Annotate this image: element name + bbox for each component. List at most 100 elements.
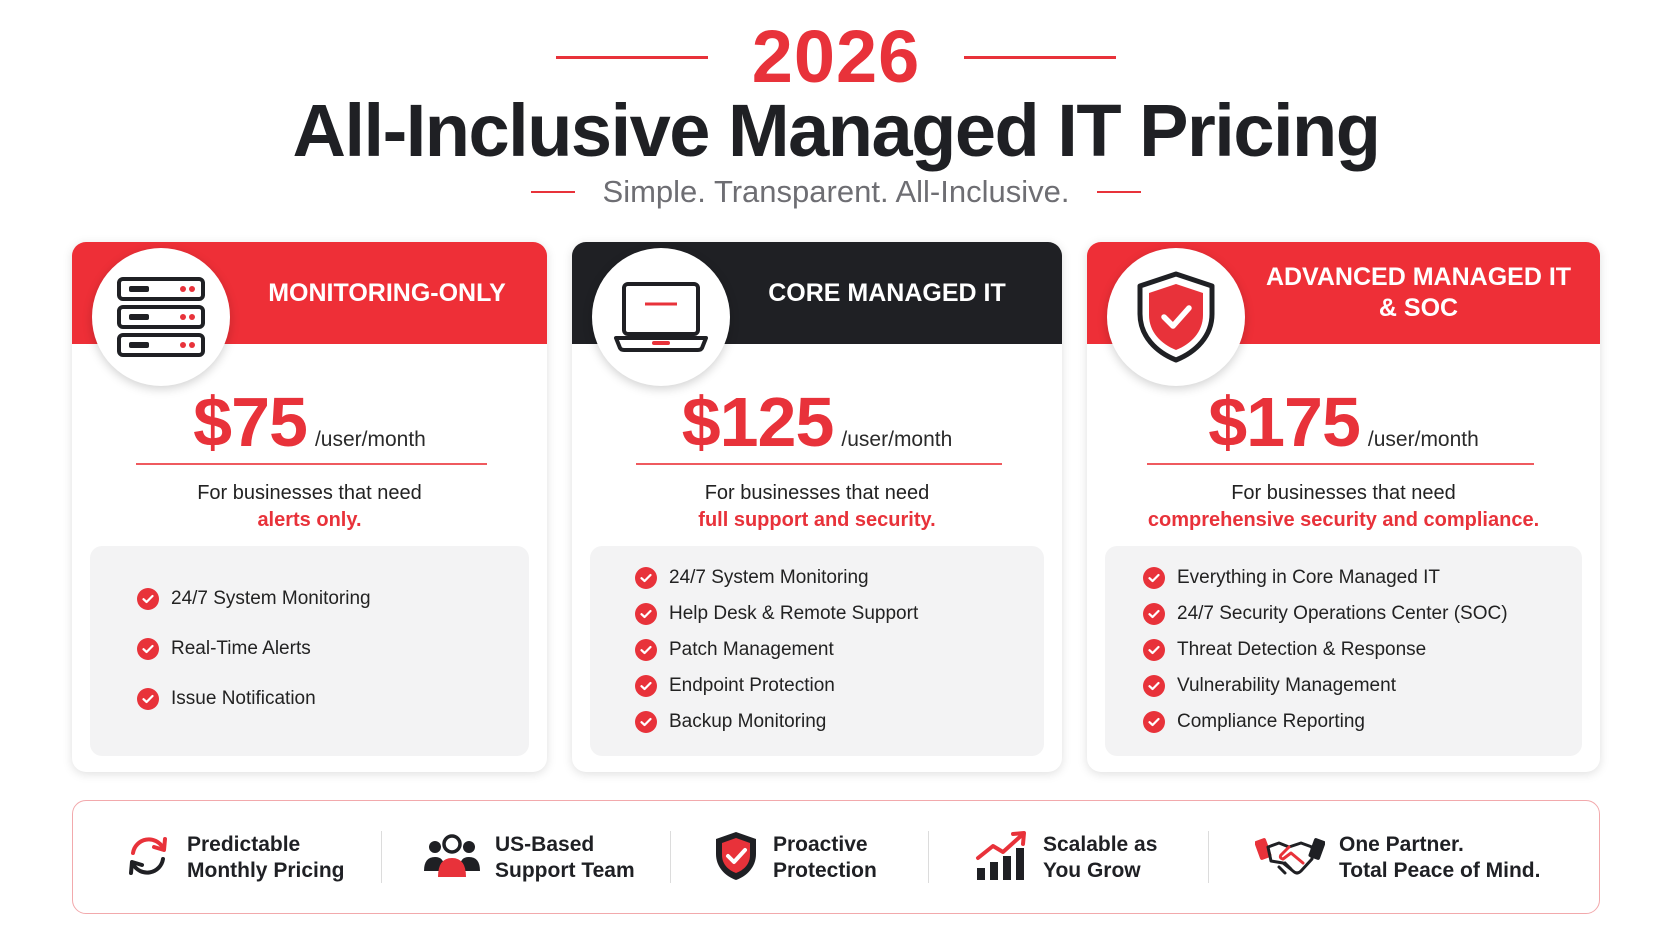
benefit-label-line: Monthly Pricing [187, 859, 345, 882]
benefit-label: Predictable Monthly Pricing [187, 832, 345, 884]
checkmark-icon [635, 711, 657, 733]
feature-label: Patch Management [669, 639, 834, 660]
feature-item: Endpoint Protection [635, 668, 918, 704]
checkmark-icon [1143, 567, 1165, 589]
description-highlight: comprehensive security and compliance. [1147, 509, 1540, 531]
benefit-label-line: Proactive [773, 833, 868, 856]
checkmark-icon [1143, 603, 1165, 625]
benefit-label-line: Support Team [495, 859, 635, 882]
feature-item: Threat Detection & Response [1143, 632, 1508, 668]
checkmark-icon [635, 567, 657, 589]
benefit-predictable-pricing: Predictable Monthly Pricing [123, 801, 345, 915]
benefit-label-line: Scalable as [1043, 833, 1158, 856]
price-unit: /user/month [841, 428, 953, 451]
checkmark-icon [137, 588, 159, 610]
benefit-separator [1208, 831, 1209, 883]
plan-price: $175 [1208, 383, 1361, 461]
feature-item: 24/7 Security Operations Center (SOC) [1143, 596, 1508, 632]
plan-description: For businesses that need comprehensive s… [1087, 480, 1600, 534]
feature-list: 24/7 System Monitoring Real-Time Alerts … [137, 574, 371, 724]
plan-card-monitoring: MONITORING-ONLY $75 /user/month For busi… [72, 242, 547, 772]
feature-label: Threat Detection & Response [1177, 639, 1427, 660]
plan-title: ADVANCED MANAGED IT & SOC [1247, 262, 1590, 324]
benefit-label-line: Protection [773, 859, 877, 882]
feature-item: Everything in Core Managed IT [1143, 560, 1508, 596]
feature-label: Compliance Reporting [1177, 711, 1365, 732]
handshake-icon [1254, 831, 1326, 886]
server-rack-icon [92, 248, 230, 386]
checkmark-icon [635, 675, 657, 697]
shield-check-icon [1107, 248, 1245, 386]
price-unit: /user/month [314, 428, 426, 451]
feature-list: 24/7 System Monitoring Help Desk & Remot… [635, 560, 918, 740]
price-divider [1147, 463, 1534, 465]
team-people-icon [423, 833, 481, 884]
feature-label: Issue Notification [171, 688, 316, 709]
feature-label: Vulnerability Management [1177, 675, 1396, 696]
year-row: 2026 [0, 18, 1672, 96]
plan-title-line: & SOC [1378, 294, 1459, 322]
benefit-scalable: Scalable as You Grow [975, 801, 1157, 915]
decorative-line-right [964, 55, 1117, 59]
feature-item: 24/7 System Monitoring [635, 560, 918, 596]
benefit-label-line: One Partner. [1339, 833, 1464, 856]
shield-check-icon [713, 830, 759, 887]
feature-item: Issue Notification [137, 674, 371, 724]
feature-label: Help Desk & Remote Support [669, 603, 919, 624]
benefit-label-line: You Grow [1043, 859, 1141, 882]
year-heading: 2026 [751, 15, 921, 98]
price-row: $75 /user/month [72, 382, 547, 462]
feature-item: Backup Monitoring [635, 704, 918, 740]
plan-description: For businesses that need full support an… [572, 480, 1062, 534]
page-title: All-Inclusive Managed IT Pricing [292, 89, 1381, 172]
plan-price: $75 [193, 383, 308, 461]
price-divider [636, 463, 1002, 465]
checkmark-icon [1143, 675, 1165, 697]
subtitle-line-left [530, 191, 575, 193]
feature-box: 24/7 System Monitoring Real-Time Alerts … [90, 546, 529, 756]
feature-item: Help Desk & Remote Support [635, 596, 918, 632]
plan-title: CORE MANAGED IT [768, 279, 1006, 307]
benefit-label-line: Total Peace of Mind. [1339, 859, 1541, 882]
price-divider [136, 463, 487, 465]
benefit-separator [381, 831, 382, 883]
feature-label: Endpoint Protection [669, 675, 835, 696]
price-unit: /user/month [1367, 428, 1479, 451]
checkmark-icon [137, 638, 159, 660]
benefit-separator [928, 831, 929, 883]
feature-box: 24/7 System Monitoring Help Desk & Remot… [590, 546, 1044, 756]
feature-box: Everything in Core Managed IT 24/7 Secur… [1105, 546, 1582, 756]
feature-item: Real-Time Alerts [137, 624, 371, 674]
price-row: $125 /user/month [572, 382, 1062, 462]
plan-card-advanced: ADVANCED MANAGED IT & SOC $175 /user/mon… [1087, 242, 1600, 772]
benefit-proactive-protection: Proactive Protection [713, 801, 877, 915]
description-line: For businesses that need [704, 482, 930, 504]
subtitle-line-right [1097, 191, 1142, 193]
plan-card-core: CORE MANAGED IT $125 /user/month For bus… [572, 242, 1062, 772]
plan-description: For businesses that need alerts only. [72, 480, 547, 534]
checkmark-icon [635, 603, 657, 625]
benefit-separator [670, 831, 671, 883]
benefits-strip: Predictable Monthly Pricing US-Based Sup… [72, 800, 1600, 914]
checkmark-icon [635, 639, 657, 661]
feature-list: Everything in Core Managed IT 24/7 Secur… [1143, 560, 1508, 740]
refresh-cycle-icon [123, 831, 173, 886]
feature-label: Everything in Core Managed IT [1177, 567, 1440, 588]
benefit-label: One Partner. Total Peace of Mind. [1339, 832, 1540, 884]
checkmark-icon [1143, 639, 1165, 661]
feature-label: Real-Time Alerts [171, 638, 311, 659]
benefit-label-line: US-Based [495, 833, 595, 856]
checkmark-icon [137, 688, 159, 710]
feature-item: Patch Management [635, 632, 918, 668]
subtitle-row: Simple. Transparent. All-Inclusive. [0, 172, 1672, 212]
description-line: For businesses that need [197, 482, 422, 504]
benefit-label: US-Based Support Team [495, 832, 635, 884]
checkmark-icon [1143, 711, 1165, 733]
laptop-icon [592, 248, 730, 386]
page-subtitle: Simple. Transparent. All-Inclusive. [602, 174, 1070, 209]
feature-label: 24/7 Security Operations Center (SOC) [1177, 603, 1508, 624]
feature-label: 24/7 System Monitoring [669, 567, 869, 588]
price-row: $175 /user/month [1087, 382, 1600, 462]
growth-chart-icon [975, 830, 1029, 887]
decorative-line-left [555, 55, 708, 59]
